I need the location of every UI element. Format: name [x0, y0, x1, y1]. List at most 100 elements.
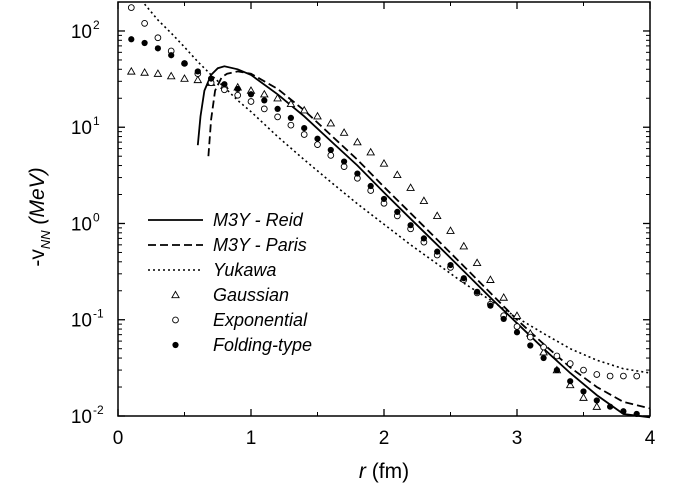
data-point — [327, 146, 334, 154]
y-tick-exponent: 2 — [93, 18, 100, 32]
data-point — [126, 66, 136, 75]
y-tick-exponent: -2 — [93, 403, 104, 417]
data-point — [260, 105, 268, 113]
data-point — [141, 39, 148, 47]
y-tick-label: 10 — [71, 311, 92, 332]
data-point — [380, 195, 388, 203]
data-point — [259, 89, 269, 98]
data-point — [194, 68, 201, 75]
data-point — [539, 347, 548, 356]
x-tick-label: 3 — [512, 428, 523, 449]
data-point — [341, 158, 348, 165]
legend-swatch-marker — [172, 316, 179, 324]
data-point — [326, 118, 336, 127]
data-point — [406, 183, 415, 191]
x-tick-label: 0 — [113, 428, 124, 449]
series-gaussian — [126, 66, 602, 410]
data-point — [620, 408, 627, 415]
data-point — [274, 113, 281, 121]
data-point — [234, 85, 241, 93]
data-point — [565, 380, 575, 389]
data-point — [299, 105, 309, 114]
data-point — [499, 293, 509, 301]
x-axis-unit: (fm) — [366, 460, 409, 483]
y-axis-prefix: -v — [26, 249, 49, 267]
y-tick-exponent: 1 — [93, 114, 100, 128]
data-point — [301, 124, 308, 132]
data-point — [540, 354, 547, 362]
data-point — [287, 121, 295, 129]
y-tick-label: 10 — [71, 407, 92, 428]
data-point — [527, 342, 534, 349]
data-point — [367, 182, 374, 190]
x-tick-label: 1 — [246, 428, 257, 449]
data-point — [181, 60, 188, 67]
data-point — [394, 208, 401, 215]
data-point — [354, 170, 361, 177]
data-point — [419, 196, 429, 204]
data-point — [287, 114, 294, 122]
y-tick-label: 10 — [71, 118, 92, 139]
x-tick-label: 4 — [645, 428, 656, 449]
data-point — [140, 68, 149, 76]
data-point — [300, 131, 308, 138]
data-point — [513, 329, 521, 336]
x-axis-label: r (fm) — [359, 460, 409, 483]
y-tick-label: 10 — [71, 22, 92, 43]
legend-label: M3Y - Reid — [213, 210, 304, 230]
y-axis-unit: (MeV) — [26, 167, 49, 230]
plot-frame — [117, 1, 651, 417]
data-point — [339, 128, 349, 136]
data-point — [487, 302, 494, 309]
data-point — [512, 311, 522, 319]
data-point — [392, 170, 402, 179]
data-point — [432, 211, 442, 220]
legend-swatch-marker — [172, 341, 179, 349]
data-point — [407, 222, 414, 229]
data-point — [166, 71, 176, 80]
data-point — [420, 235, 427, 242]
data-point — [606, 372, 614, 380]
data-point — [434, 248, 441, 255]
y-tick-label: 10 — [71, 214, 92, 235]
data-point — [500, 315, 507, 323]
data-point — [567, 378, 574, 385]
series-line — [196, 65, 651, 419]
data-point — [633, 372, 641, 380]
data-point — [128, 36, 135, 43]
data-point — [379, 158, 389, 167]
data-point — [313, 111, 322, 120]
data-point — [168, 52, 175, 59]
data-point — [580, 388, 587, 395]
data-point — [154, 45, 161, 52]
data-point — [593, 397, 600, 404]
data-point — [221, 86, 228, 94]
y-tick-exponent: -1 — [93, 307, 104, 321]
data-point — [208, 75, 215, 82]
data-point — [366, 147, 376, 156]
data-point — [286, 99, 296, 107]
legend: M3Y - Reid M3Y - Paris Yukawa Gaussian Expon… — [148, 210, 312, 355]
data-point — [234, 91, 242, 99]
data-point — [446, 226, 455, 234]
data-point — [526, 333, 534, 341]
data-point — [314, 135, 321, 142]
x-tick-label: 2 — [379, 428, 390, 449]
data-point — [513, 323, 521, 330]
data-point — [327, 152, 335, 159]
data-point — [180, 74, 189, 82]
data-point — [193, 75, 203, 84]
data-point — [153, 69, 163, 77]
data-point — [273, 93, 282, 102]
data-point — [247, 91, 255, 98]
data-point — [274, 105, 281, 113]
data-point — [553, 352, 561, 360]
series-yukawa — [143, 3, 651, 374]
data-point — [472, 258, 482, 267]
legend-label: M3Y - Paris — [213, 235, 307, 255]
legend-label: Exponential — [213, 310, 308, 330]
data-point — [607, 403, 614, 410]
data-point — [580, 366, 587, 374]
